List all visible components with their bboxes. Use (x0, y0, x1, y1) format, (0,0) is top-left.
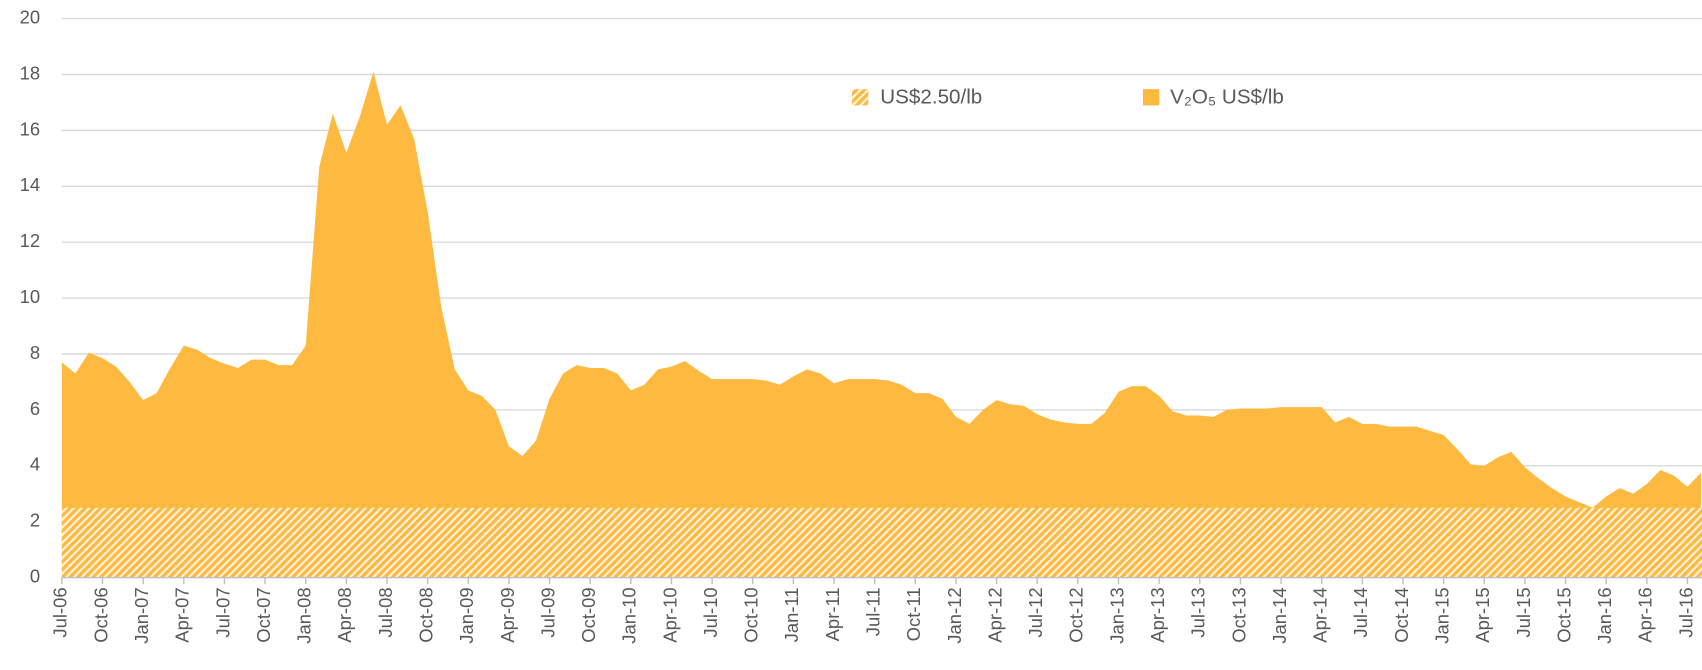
y-tick-label: 4 (30, 454, 40, 475)
x-tick-label: Oct-08 (416, 587, 437, 642)
legend-swatch (852, 89, 869, 106)
x-tick-label: Oct-14 (1391, 587, 1412, 642)
x-tick-label: Oct-07 (253, 587, 274, 642)
legend-swatch (1142, 89, 1160, 106)
x-tick-label: Jul-07 (212, 587, 233, 637)
y-tick-label: 2 (30, 510, 40, 531)
x-tick-label: Apr-14 (1310, 587, 1331, 642)
legend-label: US$2.50/lb (880, 85, 982, 108)
x-tick-label: Jan-12 (944, 587, 965, 643)
x-tick-label: Jan-15 (1431, 587, 1452, 643)
x-tick-label: Apr-11 (822, 587, 843, 641)
x-tick-label: Apr-08 (334, 587, 355, 642)
x-tick-label: Apr-15 (1472, 587, 1493, 642)
reference-band (61, 507, 1702, 578)
x-tick-label: Jul-12 (1025, 587, 1046, 637)
x-tick-label: Jan-13 (1106, 587, 1127, 643)
x-tick-label: Jan-11 (781, 587, 802, 642)
x-tick-label: Jul-13 (1188, 587, 1209, 637)
x-tick-label: Jul-16 (1675, 587, 1696, 637)
x-tick-label: Apr-13 (1147, 587, 1168, 642)
x-tick-label: Apr-12 (984, 587, 1005, 642)
y-tick-label: 12 (20, 230, 41, 251)
y-tick-label: 8 (30, 342, 40, 363)
x-tick-label: Jan-16 (1594, 587, 1615, 643)
x-tick-label: Apr-09 (497, 587, 518, 642)
x-tick-label: Jan-09 (456, 587, 477, 643)
y-tick-label: 20 (20, 6, 41, 27)
x-tick-label: Jul-09 (537, 587, 558, 637)
x-tick-label: Jul-11 (863, 587, 884, 636)
x-tick-label: Jan-07 (131, 587, 152, 643)
y-tick-label: 18 (20, 62, 41, 83)
y-tick-label: 10 (20, 286, 41, 307)
x-tick-label: Jul-06 (50, 587, 71, 637)
x-tick-label: Oct-09 (578, 587, 599, 642)
x-tick-label: Apr-07 (172, 587, 193, 642)
x-tick-label: Oct-11 (903, 587, 924, 641)
x-tick-label: Jul-14 (1350, 587, 1371, 637)
x-tick-label: Oct-13 (1228, 587, 1249, 642)
y-tick-label: 6 (30, 398, 40, 419)
x-tick-label: Jul-10 (700, 587, 721, 637)
y-tick-label: 0 (30, 565, 40, 586)
x-tick-label: Jul-15 (1513, 587, 1534, 637)
area (61, 71, 1702, 578)
x-tick-label: Oct-15 (1553, 587, 1574, 642)
legend-label: V₂O₅ US$/lb (1170, 85, 1284, 108)
y-tick-label: 14 (20, 174, 41, 195)
x-tick-label: Oct-12 (1066, 587, 1087, 642)
x-tick-label: Jan-08 (294, 587, 315, 643)
x-tick-label: Apr-16 (1635, 587, 1656, 642)
x-tick-label: Oct-10 (741, 587, 762, 642)
x-tick-label: Jan-10 (619, 587, 640, 643)
x-tick-label: Jul-08 (375, 587, 396, 637)
legend: US$2.50/lb V₂O₅ US$/lb (852, 85, 1284, 108)
x-tick-label: Apr-10 (659, 587, 680, 642)
x-tick-label: Oct-06 (90, 587, 111, 642)
x-tick-label: Jan-14 (1269, 587, 1290, 643)
y-tick-label: 16 (20, 118, 41, 139)
